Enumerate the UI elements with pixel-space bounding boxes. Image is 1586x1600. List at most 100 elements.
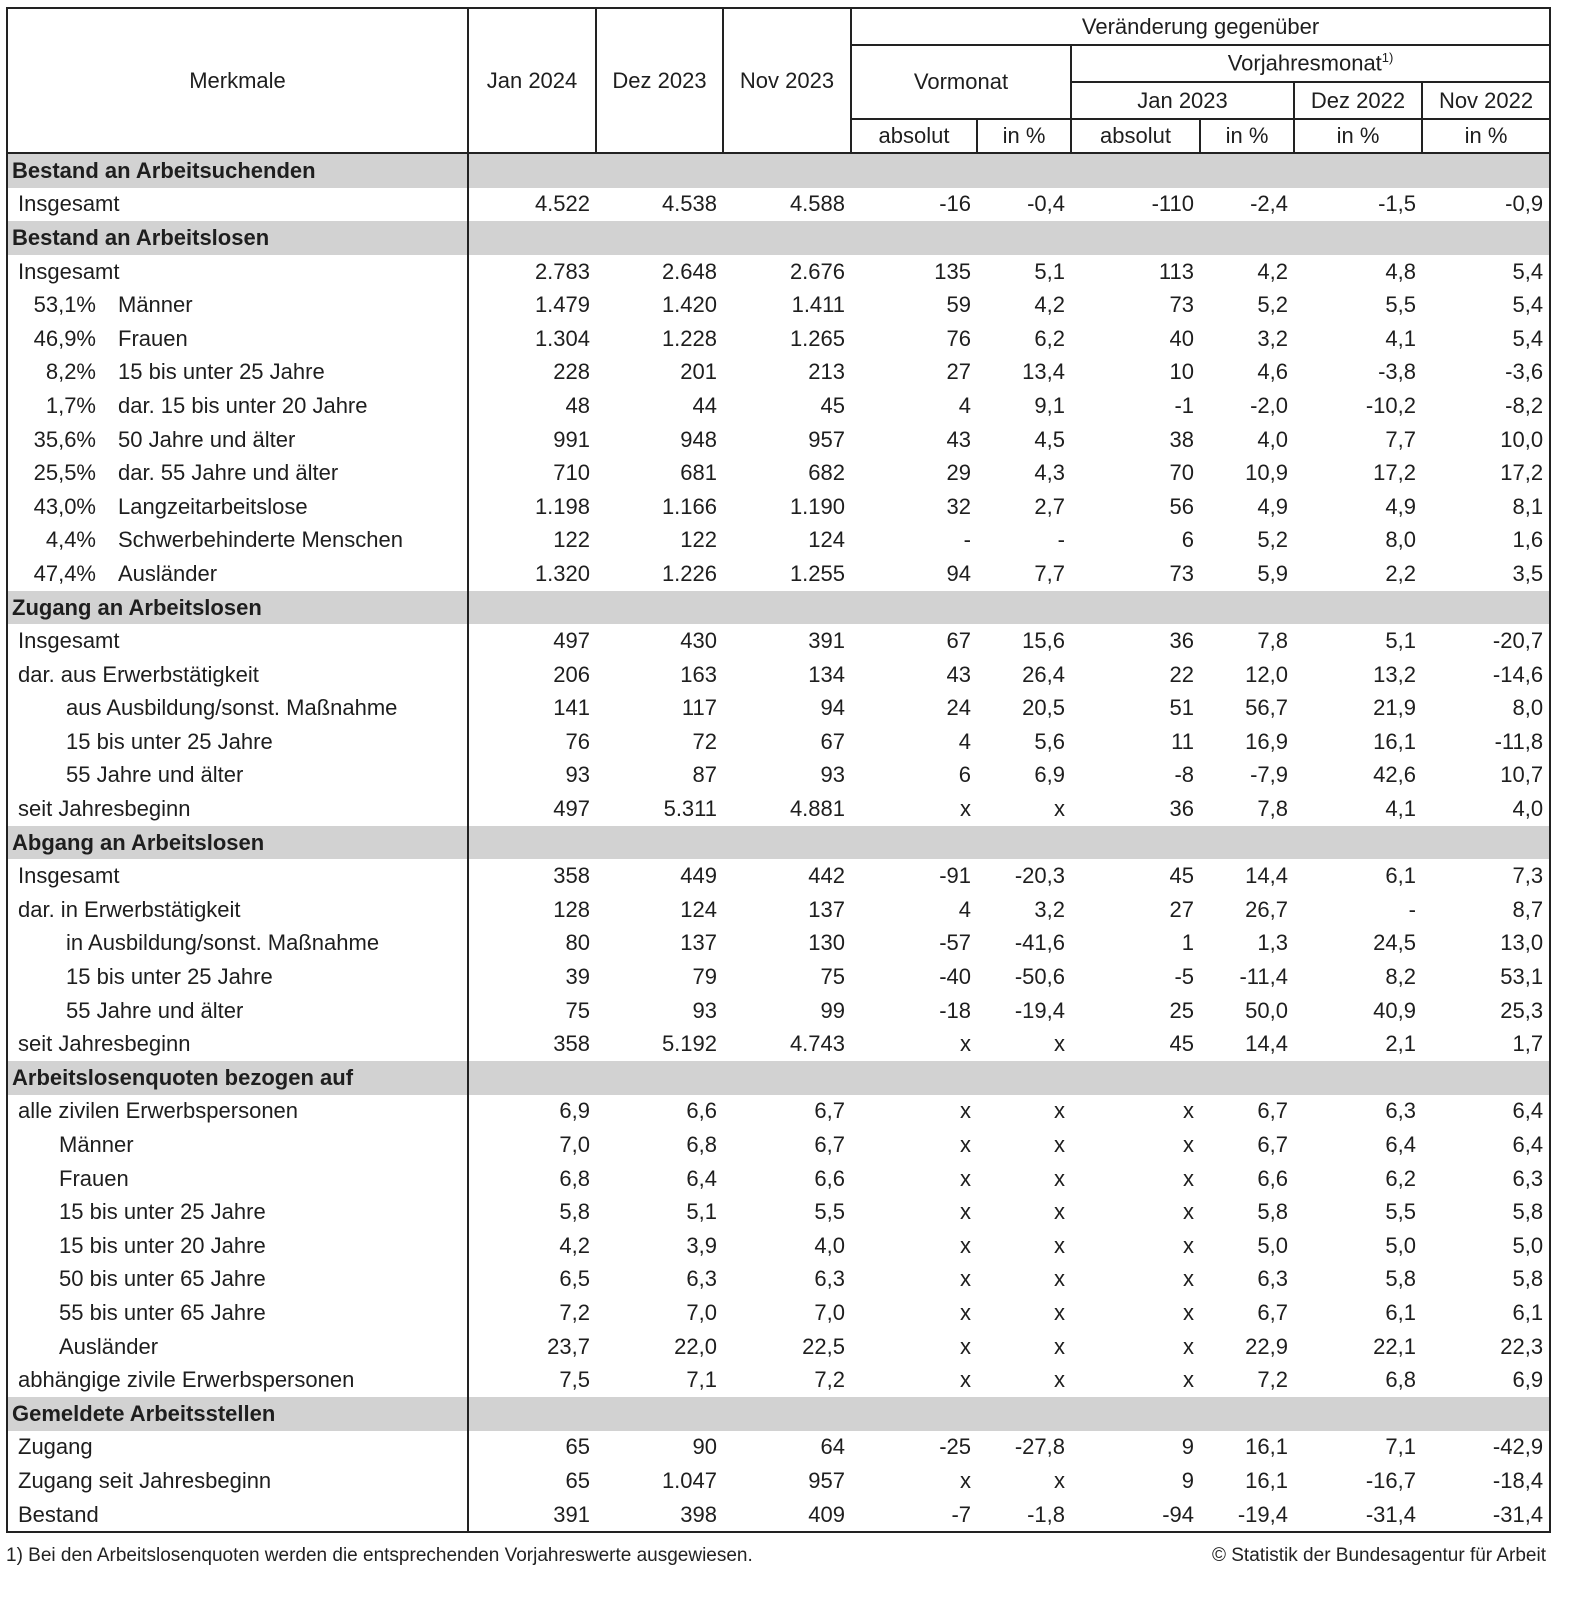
value-cell: x [1054, 1232, 1065, 1258]
value-cell: 1,6 [1512, 527, 1544, 553]
value-cell: 72 [692, 728, 717, 754]
share-percent: 1,7% [45, 392, 96, 418]
value-cell: 70 [1169, 460, 1194, 486]
value-cell: 4 [958, 728, 971, 754]
value-cell: 137 [808, 896, 845, 922]
value-cell: 42,6 [1373, 762, 1416, 788]
value-cell: 7,8 [1257, 796, 1288, 822]
row-label: seit Jahresbeginn [18, 796, 191, 822]
value-cell: 1 [1181, 930, 1194, 956]
header-month-3: Nov 2023 [722, 7, 852, 154]
value-cell: 6,7 [1257, 1132, 1288, 1158]
value-cell: 5,8 [1512, 1199, 1544, 1225]
value-cell: 122 [553, 527, 590, 553]
value-cell: 45 [820, 392, 845, 418]
value-cell: x [1183, 1199, 1194, 1225]
value-cell: 6,7 [814, 1098, 845, 1124]
value-cell: 16,1 [1373, 728, 1416, 754]
table-row: alle zivilen Erwerbspersonen 6,9 6,6 6,7 x x x… [7, 1094, 1550, 1129]
value-cell: x [1054, 1199, 1065, 1225]
row-label: Männer [118, 292, 193, 318]
value-cell: 957 [808, 426, 845, 452]
value-cell: 7,1 [686, 1367, 717, 1393]
row-label-cell: 25,5% dar. 55 Jahre und älter [7, 456, 469, 490]
value-cell: 27 [1169, 896, 1194, 922]
row-label: dar. 15 bis unter 20 Jahre [118, 392, 368, 418]
value-cell: 4,6 [1257, 359, 1288, 385]
value-cell: 5,8 [559, 1199, 590, 1225]
value-cell: 6,3 [814, 1266, 845, 1292]
section-header-row: Gemeldete Arbeitsstellen [7, 1396, 1551, 1431]
value-cell: 6,3 [686, 1266, 717, 1292]
row-label: aus Ausbildung/sonst. Maßnahme [66, 695, 398, 721]
share-percent: 8,2% [45, 359, 96, 385]
value-cell: x [1054, 1266, 1065, 1292]
value-cell: 991 [553, 426, 590, 452]
header-prev-month-2: Dez 2022 [1293, 81, 1423, 120]
value-cell: -11,4 [1239, 964, 1288, 990]
value-cell: x [1054, 1098, 1065, 1124]
value-cell: 430 [680, 628, 717, 654]
value-cell: 948 [680, 426, 717, 452]
row-label-cell: in Ausbildung/sonst. Maßnahme [7, 926, 469, 961]
value-cell: 6,7 [1257, 1098, 1288, 1124]
value-cell: -8,2 [1505, 392, 1544, 418]
value-cell: -5 [1174, 964, 1194, 990]
value-cell: 53,1 [1500, 964, 1544, 990]
value-cell: 14,4 [1245, 863, 1288, 889]
value-cell: 4,2 [1034, 292, 1065, 318]
footnote: 1) Bei den Arbeitslosenquoten werden die… [6, 1545, 753, 1566]
value-cell: 9 [1181, 1434, 1194, 1460]
value-cell: 4,1 [1385, 796, 1416, 822]
value-cell: 73 [1169, 560, 1194, 586]
value-cell: 6,3 [1385, 1098, 1416, 1124]
value-cell: 6,8 [559, 1165, 590, 1191]
value-cell: 1.304 [534, 325, 590, 351]
section-fill [468, 221, 1551, 255]
value-cell: x [1054, 1467, 1065, 1493]
value-cell: 12,0 [1245, 661, 1288, 687]
value-cell: 79 [692, 964, 717, 990]
row-label: 50 bis unter 65 Jahre [59, 1266, 266, 1292]
share-percent: 25,5% [33, 460, 96, 486]
value-cell: x [1054, 796, 1065, 822]
value-cell: 10,7 [1500, 762, 1544, 788]
section-fill [468, 825, 1551, 860]
table-row: 46,9% Frauen 1.304 1.228 1.265 76 6,2 40 3,2 4,1 5… [7, 321, 1550, 356]
value-cell: 13,0 [1500, 930, 1544, 956]
value-cell: 80 [565, 930, 590, 956]
value-cell: 7,2 [1257, 1367, 1288, 1393]
table-body: Bestand an Arbeitsuchenden Insgesamt 4.522… [7, 153, 1551, 1533]
value-cell: 4,5 [1034, 426, 1065, 452]
section-fill [468, 1396, 1551, 1431]
value-cell: 23,7 [547, 1333, 590, 1359]
value-cell: 40 [1169, 325, 1194, 351]
row-label: 15 bis unter 25 Jahre [118, 359, 325, 385]
value-cell: -42,9 [1492, 1434, 1544, 1460]
value-cell: 113 [1158, 258, 1194, 284]
value-cell: 8,1 [1512, 493, 1544, 519]
value-cell: 2.676 [789, 258, 845, 284]
value-cell: -25 [939, 1434, 971, 1460]
value-cell: x [960, 1266, 971, 1292]
value-cell: 5,4 [1512, 258, 1544, 284]
table-row: Männer 7,0 6,8 6,7 x x x 6,7 6,4 6,4 [7, 1128, 1550, 1162]
row-label: 15 bis unter 25 Jahre [59, 1199, 266, 1225]
row-label: Zugang [18, 1434, 93, 1460]
value-cell: 6,1 [1512, 1299, 1544, 1325]
value-cell: 6,2 [1034, 325, 1065, 351]
row-label: dar. aus Erwerbstätigkeit [18, 661, 259, 687]
value-cell: 73 [1169, 292, 1194, 318]
section-title: Bestand an Arbeitsuchenden [7, 153, 469, 188]
value-cell: -8 [1174, 762, 1194, 788]
value-cell: 5.311 [663, 796, 717, 822]
row-label: Schwerbehinderte Menschen [118, 527, 403, 553]
table-header: Merkmale Jan 2024 Dez 2023 Nov 2023 Verä… [6, 7, 1552, 154]
value-cell: 7,1 [1385, 1434, 1416, 1460]
value-cell: 67 [820, 728, 845, 754]
value-cell: x [960, 1232, 971, 1258]
table-row: in Ausbildung/sonst. Maßnahme 80 137 130 -57… [7, 926, 1550, 961]
value-cell: 87 [692, 762, 717, 788]
value-cell: 4,9 [1385, 493, 1416, 519]
value-cell: 4,9 [1257, 493, 1288, 519]
